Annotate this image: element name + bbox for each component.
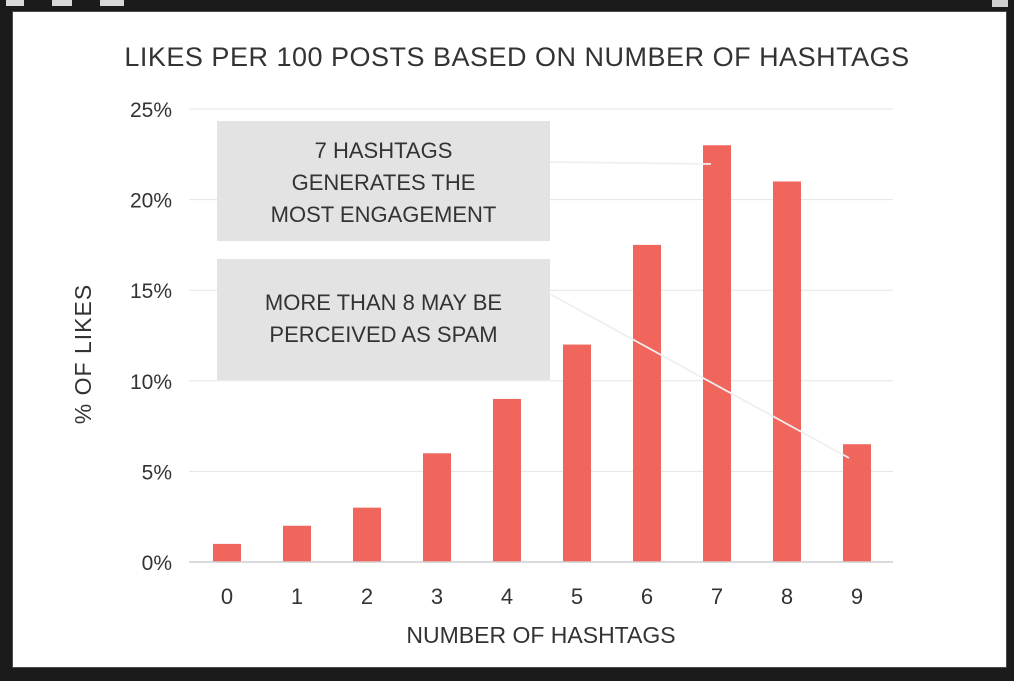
y-tick-label: 5% (142, 461, 172, 484)
window-controls (6, 0, 126, 8)
x-tick-label: 5 (571, 584, 583, 609)
annotation-text: GENERATES THE (292, 170, 476, 195)
x-tick-label: 2 (361, 584, 373, 609)
x-tick-label: 1 (291, 584, 303, 609)
bar (773, 181, 801, 563)
bar (633, 244, 661, 562)
bar (423, 453, 451, 562)
x-tick-label: 3 (431, 584, 443, 609)
bar (283, 525, 311, 562)
bar (703, 145, 731, 563)
x-axis-label: NUMBER OF HASHTAGS (406, 622, 675, 648)
y-tick-label: 0% (142, 552, 172, 575)
y-tick-label: 15% (130, 280, 172, 303)
window-control-icon (6, 0, 24, 6)
bar (353, 507, 381, 562)
y-axis-ticks: 0% 5% 10% 15% 20% 25% (130, 99, 172, 575)
window-control-icon (100, 0, 124, 6)
annotation-box (217, 121, 550, 241)
bars (213, 145, 871, 563)
x-tick-label: 6 (641, 584, 653, 609)
y-axis-label: % OF LIKES (70, 284, 96, 424)
chart-title: LIKES PER 100 POSTS BASED ON NUMBER OF H… (124, 42, 909, 72)
annotation-leader-line (549, 161, 712, 165)
annotation-text: 7 HASHTAGS (315, 138, 453, 163)
annotation-text: MOST ENGAGEMENT (271, 202, 497, 227)
window-control-icon (52, 0, 72, 6)
x-tick-label: 0 (221, 584, 233, 609)
bar (493, 398, 521, 562)
annotation-text: MORE THAN 8 MAY BE (265, 290, 502, 315)
y-tick-label: 10% (130, 371, 172, 394)
annotations: 7 HASHTAGS GENERATES THE MOST ENGAGEMENT MO… (217, 121, 850, 459)
bar (213, 543, 241, 562)
annotation-box (217, 259, 550, 380)
x-tick-label: 9 (851, 584, 863, 609)
bar-chart: LIKES PER 100 POSTS BASED ON NUMBER OF H… (70, 42, 909, 648)
bar (843, 444, 871, 562)
x-axis-ticks: 0 1 2 3 4 5 6 7 8 9 (221, 584, 863, 609)
chart-panel: LIKES PER 100 POSTS BASED ON NUMBER OF H… (12, 11, 1007, 668)
x-tick-label: 4 (501, 584, 513, 609)
bar (563, 344, 591, 562)
x-tick-label: 7 (711, 584, 723, 609)
x-tick-label: 8 (781, 584, 793, 609)
annotation-leader-line (549, 293, 850, 459)
y-tick-label: 20% (130, 190, 172, 213)
y-tick-label: 25% (130, 99, 172, 122)
annotation-text: PERCEIVED AS SPAM (269, 322, 497, 347)
window-control-icon (992, 0, 1008, 7)
